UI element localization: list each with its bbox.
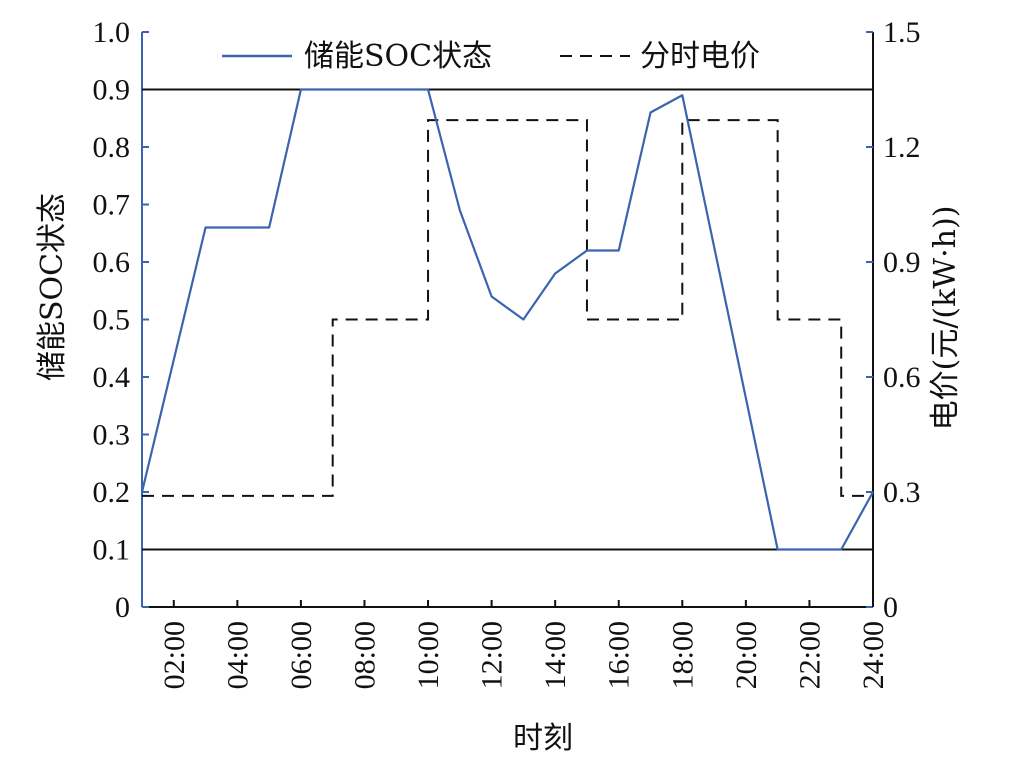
x-tick-label: 08:00 <box>348 621 381 689</box>
y-right-tick-label: 0.6 <box>883 361 921 394</box>
plot-area: 0 0.1 0.2 0.3 0.4 0.5 0.6 0.7 0.8 0.9 1.0 0 0.3 0.6 0.… <box>93 16 921 689</box>
x-tick-label: 02:00 <box>158 621 191 689</box>
x-axis-title: 时刻 <box>513 721 573 756</box>
x-tick-label: 14:00 <box>539 621 572 689</box>
x-tick-label: 04:00 <box>221 621 254 689</box>
y-left-tick-label: 0.8 <box>93 131 131 164</box>
x-tick-label: 22:00 <box>793 621 826 689</box>
x-tick-label: 06:00 <box>285 621 318 689</box>
y-right-tick-label: 0 <box>883 591 898 624</box>
y-right-tick-label: 0.9 <box>883 246 921 279</box>
y-left-tick-label: 0.5 <box>93 304 131 337</box>
y-left-tick-label: 0.9 <box>93 74 131 107</box>
x-tick-label: 18:00 <box>666 621 699 689</box>
price-step-line <box>142 119 873 497</box>
x-tick-label: 24:00 <box>857 621 890 689</box>
y-left-axis-title: 储能SOC状态 <box>35 193 70 381</box>
y-left-tick-label: 0.4 <box>93 361 131 394</box>
y-right-tick-label: 0.3 <box>883 476 921 509</box>
legend-soc-label: 储能SOC状态 <box>304 39 492 74</box>
x-tick-label: 16:00 <box>603 621 636 689</box>
y-right-axis-title: 电价(元/(kW·h)) <box>928 206 963 431</box>
legend-price-label: 分时电价 <box>640 39 760 74</box>
y-right-tick-label: 1.2 <box>883 131 921 164</box>
y-left-tick-label: 0.2 <box>93 476 131 509</box>
y-left-tick-label: 1.0 <box>93 16 131 49</box>
y-left-tick-label: 0.6 <box>93 246 131 279</box>
x-tick-label: 12:00 <box>476 621 509 689</box>
y-left-tick-label: 0.3 <box>93 419 131 452</box>
x-tick-label: 20:00 <box>730 621 763 689</box>
legend: 储能SOC状态 分时电价 <box>222 39 760 74</box>
y-left-tick-label: 0.1 <box>93 534 131 567</box>
y-right-tick-label: 1.5 <box>883 16 921 49</box>
y-left-tick-label: 0.7 <box>93 189 131 222</box>
x-tick-label: 10:00 <box>412 621 445 689</box>
y-left-tick-label: 0 <box>115 591 130 624</box>
soc-line <box>140 88 874 551</box>
